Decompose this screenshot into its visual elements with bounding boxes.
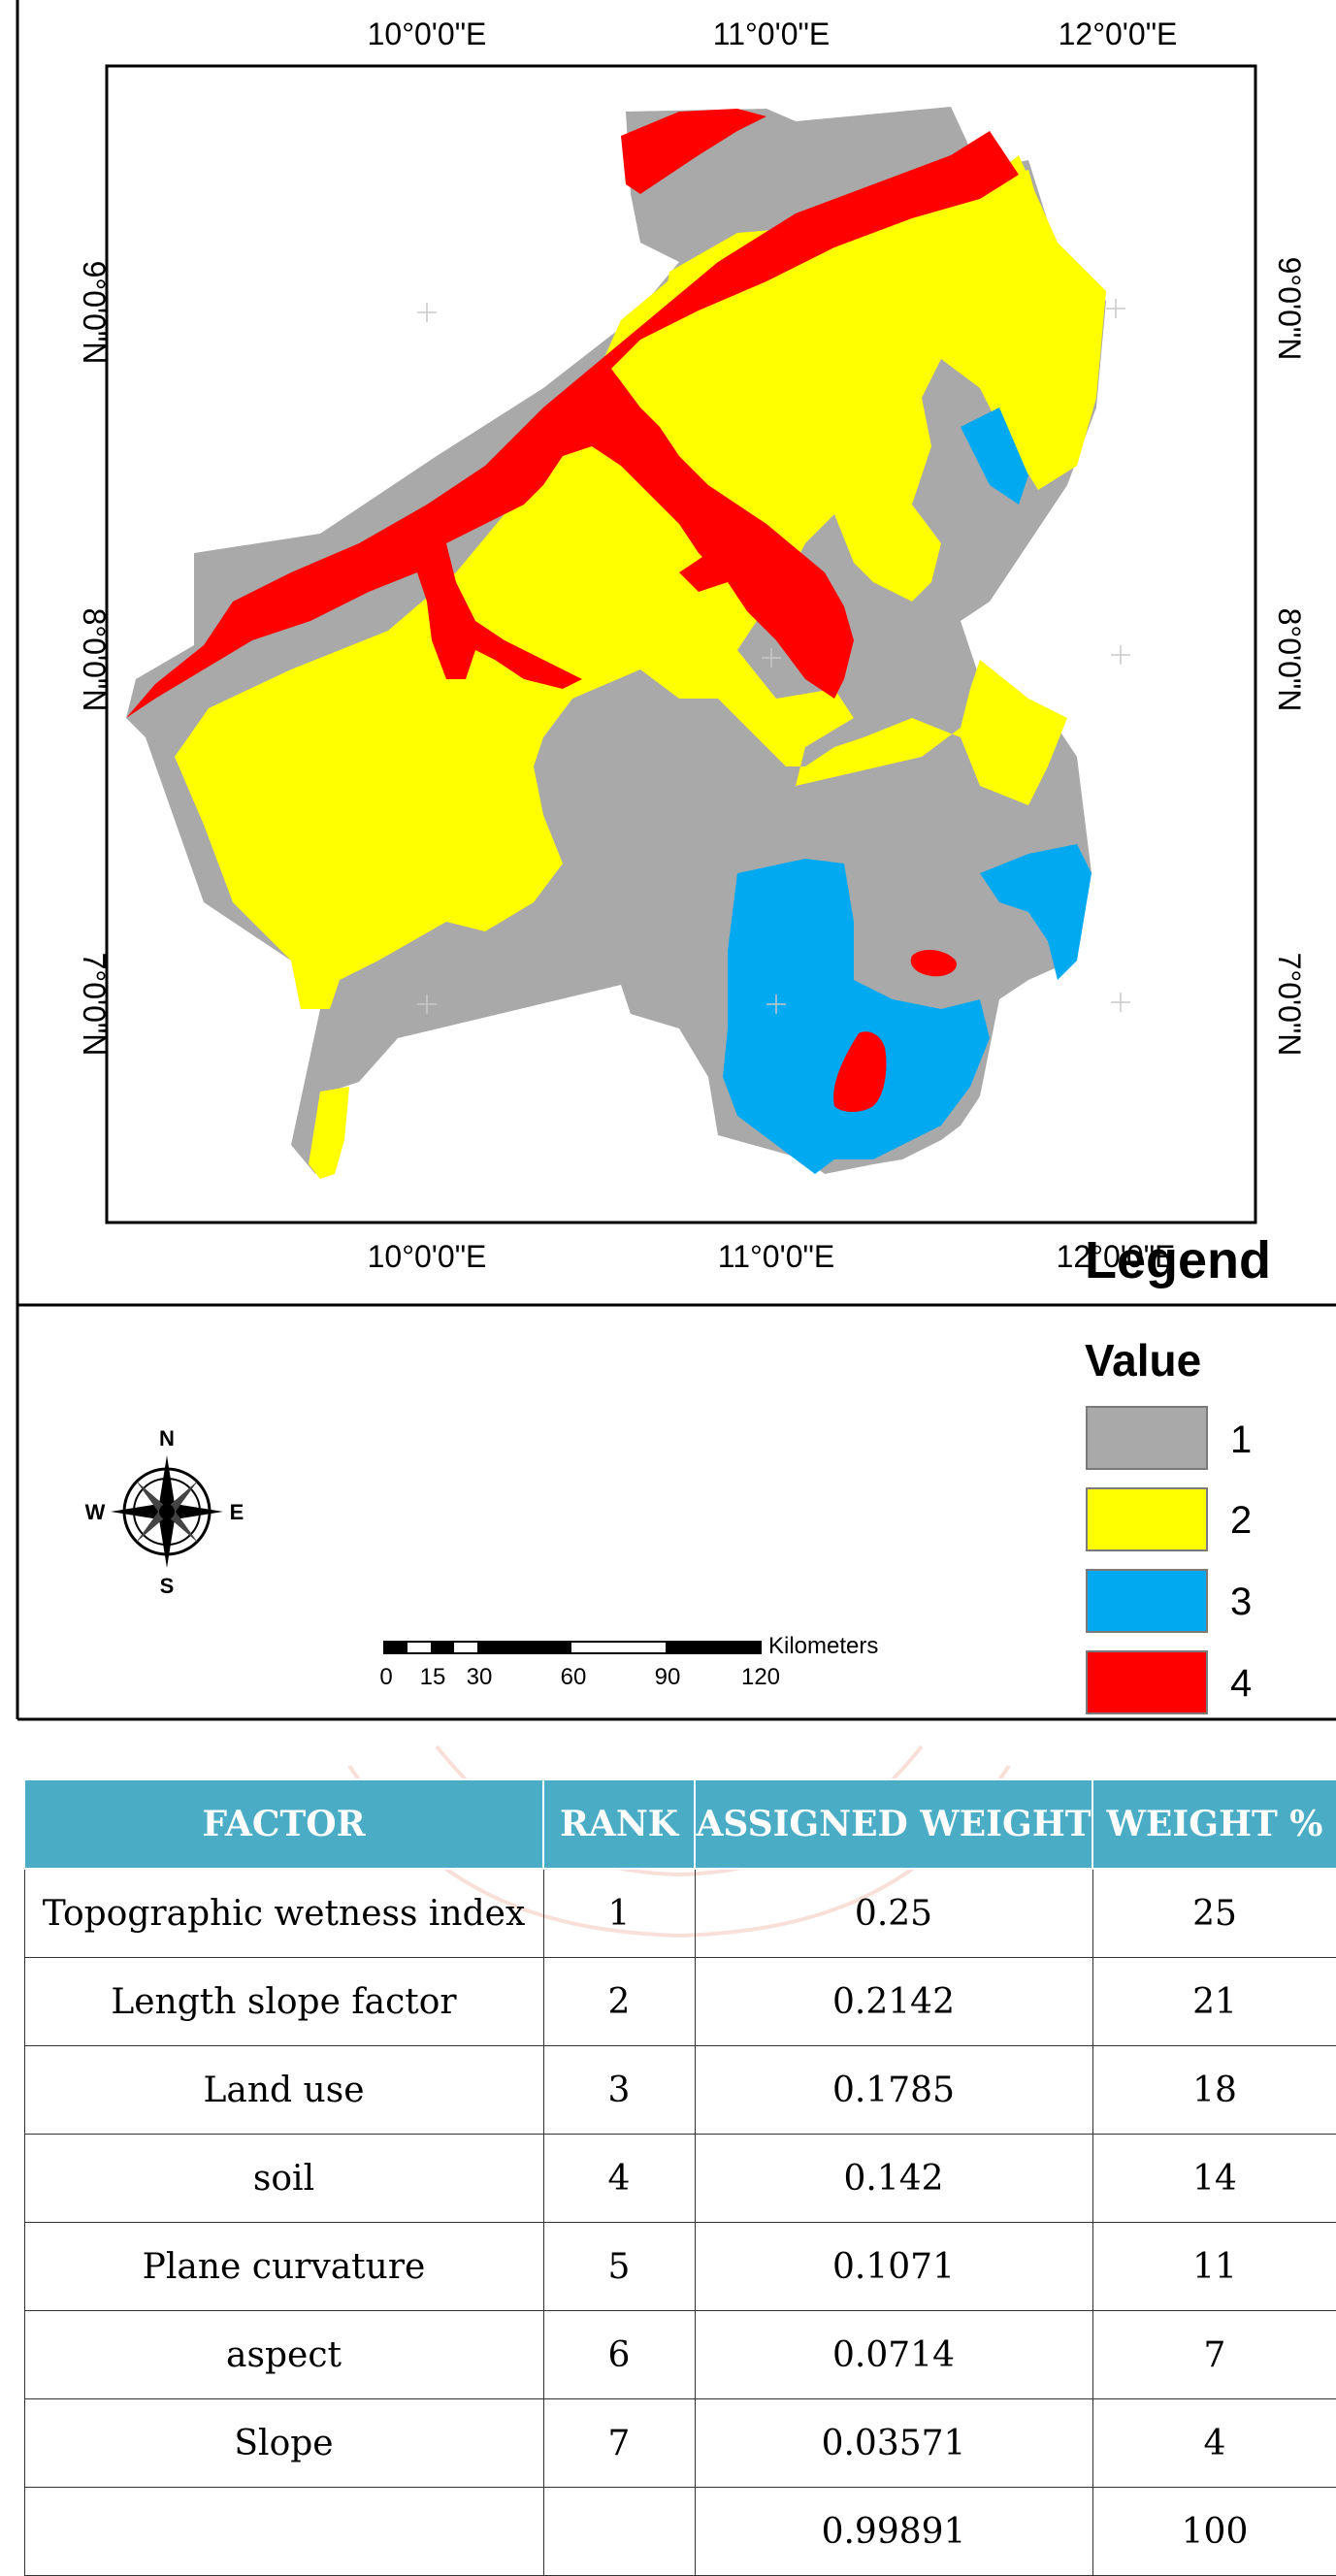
cell-factor bbox=[23, 2487, 544, 2576]
table-row: Slope 7 0.03571 4 bbox=[23, 2398, 1336, 2488]
legend-title: Legend bbox=[1085, 1231, 1271, 1289]
legend-label-2: 2 bbox=[1230, 1499, 1252, 1542]
bottom-tick-label-3: 12°0'0"E bbox=[1057, 1239, 1176, 1274]
table-row: soil 4 0.142 14 bbox=[23, 2134, 1336, 2223]
cell-factor: aspect bbox=[23, 2310, 544, 2399]
bottom-tick-label-1: 10°0'0"E bbox=[368, 1239, 487, 1274]
scale-tick-90: 90 bbox=[655, 1664, 681, 1690]
cell-weight-percent: 18 bbox=[1092, 2045, 1336, 2135]
top-tick-label-3: 12°0'0"E bbox=[1059, 16, 1178, 51]
legend-swatch-2 bbox=[1086, 1487, 1208, 1551]
legend-label-4: 4 bbox=[1230, 1662, 1252, 1705]
compass-s-label: S bbox=[160, 1574, 175, 1598]
region-class-4-top bbox=[621, 109, 766, 194]
scale-tick-120: 120 bbox=[741, 1664, 780, 1690]
compass-icon: N S E W bbox=[85, 1426, 244, 1598]
cell-weight-percent: 11 bbox=[1092, 2222, 1336, 2311]
cell-rank: 3 bbox=[542, 2045, 696, 2135]
map-figure: 10°0'0"E 11°0'0"E 12°0'0"E 10°0'0"E 11°0… bbox=[16, 0, 1336, 1721]
cell-rank: 4 bbox=[542, 2134, 696, 2223]
left-tick-label-3: 7°0'0"N bbox=[77, 953, 112, 1057]
scale-tick-0: 0 bbox=[379, 1664, 392, 1690]
cell-rank: 5 bbox=[542, 2222, 696, 2311]
cell-weight-percent: 4 bbox=[1092, 2398, 1336, 2488]
header-assigned-weight: ASSIGNED WEIGHT bbox=[694, 1778, 1093, 1870]
header-weight-percent: WEIGHT % bbox=[1092, 1778, 1336, 1870]
table-row: Land use 3 0.1785 18 bbox=[23, 2045, 1336, 2135]
graticule-marks bbox=[417, 299, 1130, 1014]
legend: Legend Value 1 2 3 4 bbox=[1085, 1231, 1271, 1714]
top-tick-label-2: 11°0'0"E bbox=[713, 16, 830, 51]
cell-factor: soil bbox=[23, 2134, 544, 2223]
cell-assigned-weight: 0.03571 bbox=[694, 2398, 1093, 2488]
cell-assigned-weight: 0.0714 bbox=[694, 2310, 1093, 2399]
scale-bar: Kilometers 0 15 30 60 90 120 bbox=[379, 1633, 878, 1690]
region-class-3-b bbox=[980, 844, 1092, 980]
scale-tick-30: 30 bbox=[467, 1664, 493, 1690]
top-tick-label-1: 10°0'0"E bbox=[368, 16, 487, 51]
table-row: Length slope factor 2 0.2142 21 bbox=[23, 1957, 1336, 2046]
cell-factor: Topographic wetness index bbox=[23, 1868, 544, 1958]
right-tick-label-1: 9°0'0"N bbox=[1272, 257, 1307, 361]
cell-assigned-weight: 0.1785 bbox=[694, 2045, 1093, 2135]
legend-swatch-3 bbox=[1086, 1569, 1208, 1633]
compass-w-label: W bbox=[85, 1500, 106, 1524]
cell-assigned-weight: 0.1071 bbox=[694, 2222, 1093, 2311]
cell-assigned-weight: 0.2142 bbox=[694, 1957, 1093, 2046]
weights-table: FACTOR RANK ASSIGNED WEIGHT WEIGHT % Top… bbox=[23, 1778, 1336, 2576]
legend-swatch-1 bbox=[1086, 1406, 1208, 1470]
legend-label-3: 3 bbox=[1230, 1581, 1252, 1623]
cell-rank: 1 bbox=[542, 1868, 696, 1958]
header-factor: FACTOR bbox=[23, 1778, 544, 1870]
cell-rank: 7 bbox=[542, 2398, 696, 2488]
legend-label-1: 1 bbox=[1230, 1418, 1252, 1461]
region-class-4-band bbox=[126, 131, 1019, 718]
region-class-2 bbox=[175, 155, 1106, 1009]
cell-weight-percent: 21 bbox=[1092, 1957, 1336, 2046]
cell-weight-percent: 25 bbox=[1092, 1868, 1336, 1958]
cell-weight-percent: 7 bbox=[1092, 2310, 1336, 2399]
table-header-row: FACTOR RANK ASSIGNED WEIGHT WEIGHT % bbox=[23, 1778, 1336, 1870]
legend-subtitle: Value bbox=[1085, 1335, 1201, 1386]
table-row: aspect 6 0.0714 7 bbox=[23, 2310, 1336, 2399]
scale-unit-label: Kilometers bbox=[768, 1633, 878, 1659]
region-class-2-top bbox=[660, 170, 1048, 369]
legend-swatch-4 bbox=[1086, 1650, 1208, 1714]
compass-n-label: N bbox=[159, 1426, 175, 1451]
map-canvas: 10°0'0"E 11°0'0"E 12°0'0"E 10°0'0"E 11°0… bbox=[16, 0, 1336, 1721]
cell-factor: Length slope factor bbox=[23, 1957, 544, 2046]
cell-weight-percent: 14 bbox=[1092, 2134, 1336, 2223]
region-class-3-a bbox=[723, 859, 990, 1174]
compass-e-label: E bbox=[230, 1500, 244, 1524]
cell-factor: Plane curvature bbox=[23, 2222, 544, 2311]
cell-weight-percent: 100 bbox=[1092, 2487, 1336, 2576]
table-row: Topographic wetness index 1 0.25 25 bbox=[23, 1868, 1336, 1958]
table-row: Plane curvature 5 0.1071 11 bbox=[23, 2222, 1336, 2311]
cell-factor: Slope bbox=[23, 2398, 544, 2488]
region-class-2-strip bbox=[309, 1087, 349, 1179]
region-class-4-spot-a bbox=[910, 949, 957, 977]
left-tick-label-2: 8°0'0"N bbox=[77, 608, 112, 712]
cell-factor: Land use bbox=[23, 2045, 544, 2135]
right-tick-label-2: 8°0'0"N bbox=[1272, 608, 1307, 712]
left-tick-label-1: 9°0'0"N bbox=[77, 261, 112, 365]
bottom-tick-label-2: 11°0'0"E bbox=[718, 1239, 834, 1274]
cell-rank: 2 bbox=[542, 1957, 696, 2046]
cell-rank bbox=[542, 2487, 696, 2576]
cell-assigned-weight: 0.142 bbox=[694, 2134, 1093, 2223]
table-row: 0.99891 100 bbox=[23, 2487, 1336, 2576]
cell-assigned-weight: 0.99891 bbox=[694, 2487, 1093, 2576]
region-class-4-spot-b bbox=[833, 1031, 887, 1112]
cell-rank: 6 bbox=[542, 2310, 696, 2399]
map-panel bbox=[105, 64, 1257, 1224]
scale-tick-15: 15 bbox=[420, 1664, 446, 1690]
right-tick-label-3: 7°0'0"N bbox=[1272, 953, 1307, 1057]
region-class-4-branch bbox=[679, 553, 776, 592]
table-body: Topographic wetness index 1 0.25 25 Length s… bbox=[23, 1868, 1336, 2576]
header-rank: RANK bbox=[542, 1778, 696, 1870]
cell-assigned-weight: 0.25 bbox=[694, 1868, 1093, 1958]
region-class-3-c bbox=[961, 408, 1028, 505]
scale-tick-60: 60 bbox=[561, 1664, 587, 1690]
